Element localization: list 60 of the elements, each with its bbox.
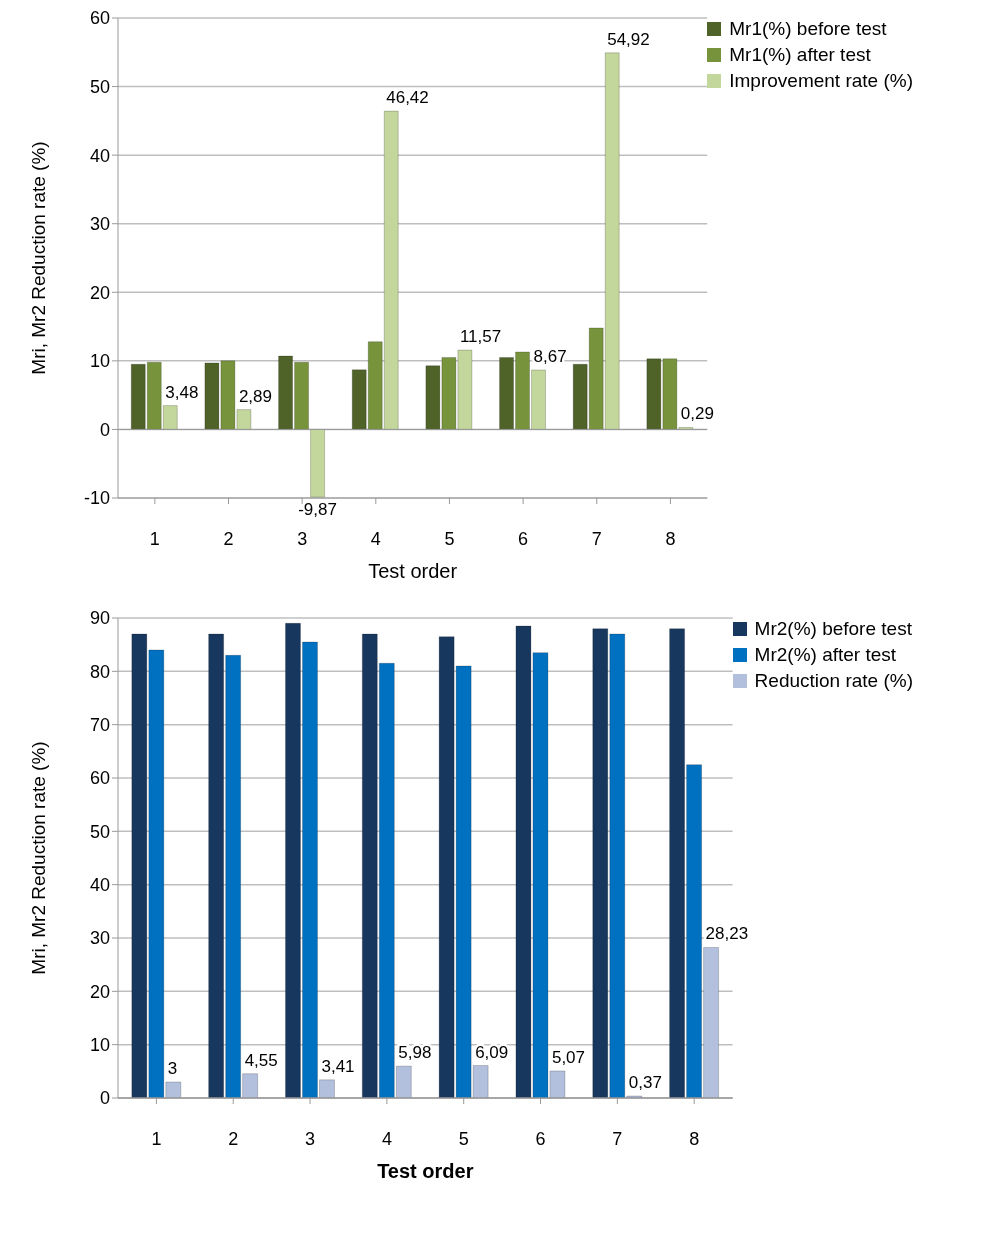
y-tick-label: 90 [89, 608, 110, 629]
x-tick-label: 3 [305, 1128, 316, 1149]
x-tick-label: 7 [612, 1128, 623, 1149]
x-tick-label: 1 [151, 1128, 162, 1149]
y-tick-label: 20 [89, 282, 110, 303]
data-label: 0,29 [680, 404, 714, 424]
y-tick-label: 10 [89, 1035, 110, 1056]
data-label: 5,98 [398, 1043, 432, 1063]
data-label: 28,23 [705, 924, 749, 944]
legend-label: Improvement rate (%) [729, 70, 913, 92]
y-axis-title: Mri, Mr2 Reduction rate (%) [27, 741, 49, 975]
x-tick-label: 8 [689, 1128, 700, 1149]
data-label: 0,37 [628, 1073, 662, 1093]
x-tick-label: 4 [370, 528, 381, 549]
legend-label: Mr1(%) after test [729, 44, 871, 66]
x-axis-title: Test order [377, 1160, 474, 1182]
x-tick-label: 5 [444, 528, 455, 549]
data-label: 3 [167, 1059, 178, 1078]
x-tick-label: 5 [458, 1128, 469, 1149]
x-tick-label: 2 [223, 528, 234, 549]
x-tick-label: 4 [381, 1128, 392, 1149]
data-label: 46,42 [386, 88, 429, 108]
x-tick-label: 6 [535, 1128, 546, 1149]
y-tick-label: 10 [89, 351, 110, 372]
y-axis-title: Mri, Mr2 Reduction rate (%) [27, 141, 49, 375]
y-tick-label: 50 [89, 821, 110, 842]
data-label: 4,55 [244, 1050, 278, 1070]
y-tick-label: 20 [89, 981, 110, 1002]
y-tick-label: -10 [83, 488, 110, 509]
data-label: 2,89 [238, 386, 273, 406]
y-tick-label: 0 [99, 419, 110, 440]
y-tick-label: 30 [89, 928, 110, 949]
x-tick-label: 6 [518, 528, 529, 549]
y-tick-label: 60 [89, 768, 110, 789]
y-tick-label: 0 [99, 1088, 110, 1109]
y-tick-label: 80 [89, 661, 110, 682]
legend-label: Reduction rate (%) [754, 670, 913, 692]
y-tick-label: 40 [89, 145, 110, 166]
data-label: 5,07 [551, 1047, 586, 1067]
x-tick-label: 8 [665, 528, 676, 549]
data-label: 3,41 [321, 1056, 355, 1076]
x-tick-label: 1 [149, 528, 160, 549]
data-label: 8,67 [533, 346, 567, 366]
data-label: 11,57 [459, 327, 502, 347]
y-tick-label: 50 [89, 76, 110, 97]
data-label: -9,87 [298, 500, 337, 520]
data-label: 54,92 [607, 29, 650, 49]
x-tick-label: 7 [591, 528, 602, 549]
legend-label: Mr2(%) before test [754, 618, 912, 640]
y-tick-label: 70 [89, 715, 110, 736]
x-axis-title: Test order [368, 560, 458, 582]
data-label: 3,48 [165, 382, 199, 402]
legend-label: Mr1(%) before test [729, 18, 887, 40]
y-tick-label: 60 [89, 8, 110, 29]
y-tick-label: 40 [89, 875, 110, 896]
x-tick-label: 3 [297, 528, 308, 549]
data-label: 6,09 [475, 1042, 509, 1062]
y-tick-label: 30 [89, 214, 110, 235]
x-tick-label: 2 [228, 1128, 239, 1149]
legend-label: Mr2(%) after test [754, 644, 897, 666]
